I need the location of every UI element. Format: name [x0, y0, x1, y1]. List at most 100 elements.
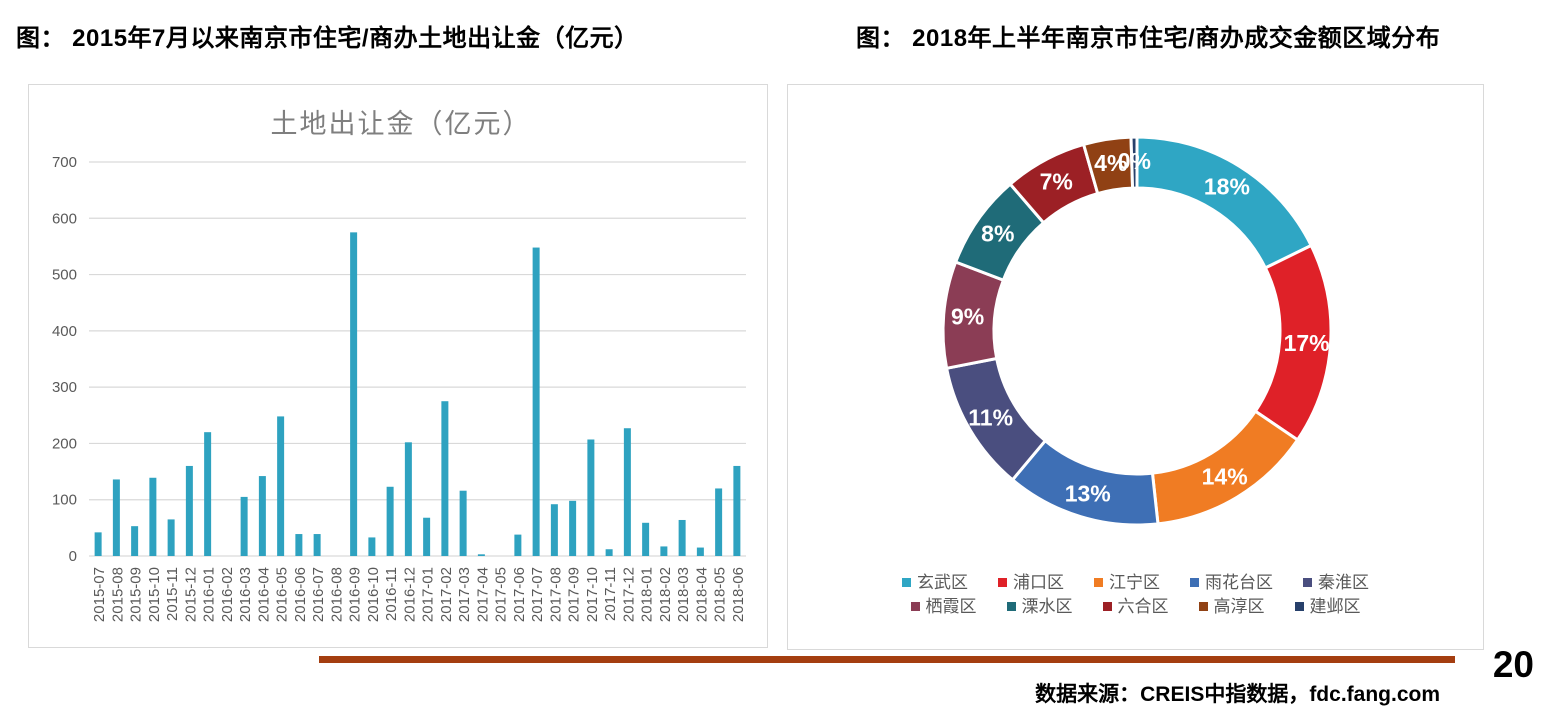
bar-2018-06 [733, 465, 741, 556]
y-tick-label: 600 [52, 210, 77, 227]
legend-swatch-玄武区 [902, 578, 911, 587]
y-tick-label: 700 [52, 154, 77, 171]
x-tick-label: 2017-11 [602, 567, 619, 621]
legend-swatch-溧水区 [1006, 602, 1016, 611]
x-tick-label: 2017-05 [493, 567, 510, 622]
legend-item-江宁区: 江宁区 [1094, 574, 1160, 591]
pie-slice-玄武区 [1135, 135, 1314, 270]
legend-item-溧水区: 溧水区 [1006, 598, 1073, 615]
y-tick-label: 300 [52, 379, 77, 396]
pie-label-高淳区: 4% [1094, 150, 1127, 176]
x-tick-label: 2017-10 [584, 567, 601, 622]
bar-2016-11 [386, 486, 394, 556]
x-tick-label: 2015-12 [182, 567, 199, 622]
legend-item-雨花台区: 雨花台区 [1190, 574, 1273, 591]
legend-label-江宁区: 江宁区 [1109, 573, 1160, 592]
bar-2015-09 [131, 526, 139, 556]
data-source-text: 数据来源：CREIS中指数据，fdc.fang.com [1035, 683, 1440, 706]
legend-label-玄武区: 玄武区 [917, 573, 968, 592]
pie-label-江宁区: 14% [1202, 464, 1248, 490]
x-tick-label: 2018-02 [657, 567, 674, 622]
x-tick-label: 2017-06 [511, 567, 528, 622]
x-tick-label: 2016-12 [401, 567, 418, 622]
bar-2015-11 [167, 519, 175, 556]
legend-label-浦口区: 浦口区 [1013, 573, 1064, 592]
x-tick-label: 2015-11 [164, 567, 181, 621]
legend-item-高淳区: 高淳区 [1198, 598, 1265, 615]
pie-label-溧水区: 8% [981, 220, 1014, 246]
bar-2017-04 [477, 554, 485, 556]
legend-swatch-栖霞区 [910, 602, 920, 611]
y-tick-label: 0 [69, 548, 77, 565]
legend-item-玄武区: 玄武区 [902, 574, 968, 591]
x-tick-label: 2015-08 [109, 567, 126, 622]
donut-legend: 玄武区 浦口区 江宁区 雨花台区 秦淮区 栖霞区 溧水区 六合区 高淳区 建邺区 [788, 574, 1483, 615]
bar-2016-09 [350, 232, 358, 556]
x-tick-label: 2018-04 [693, 567, 710, 622]
bar-2016-06 [295, 534, 303, 556]
x-tick-label: 2018-06 [730, 567, 747, 622]
legend-item-浦口区: 浦口区 [998, 574, 1064, 591]
x-tick-label: 2018-01 [639, 567, 656, 622]
legend-swatch-六合区 [1102, 602, 1112, 611]
bar-2016-04 [258, 476, 266, 556]
bar-2017-09 [569, 500, 577, 556]
bar-2017-12 [623, 428, 631, 556]
figure-title-left: 图： 2015年7月以来南京市住宅/商办土地出让金（亿元） [16, 25, 639, 52]
bar-2017-07 [532, 247, 540, 556]
bar-2015-07 [94, 532, 102, 556]
x-tick-label: 2016-08 [328, 567, 345, 622]
x-tick-label: 2016-06 [292, 567, 309, 622]
donut-chart-panel: 18% 17% 14% 13% 11% 9% 8% 7% 4% 0% 玄武区 浦口区 江宁区 雨花台区 秦… [787, 84, 1484, 650]
x-tick-label: 2018-05 [712, 567, 729, 622]
legend-row-2: 栖霞区 溧水区 六合区 高淳区 建邺区 [910, 597, 1361, 616]
legend-label-雨花台区: 雨花台区 [1205, 573, 1273, 592]
legend-swatch-建邺区 [1294, 602, 1304, 611]
bar-2018-05 [715, 488, 723, 556]
footer-rule [319, 656, 1455, 663]
bar-2015-12 [185, 465, 193, 556]
bar-2016-01 [204, 432, 212, 556]
x-tick-label: 2017-01 [420, 567, 437, 622]
pie-label-六合区: 7% [1040, 168, 1073, 194]
x-tick-label: 2015-09 [128, 567, 145, 622]
legend-label-秦淮区: 秦淮区 [1318, 573, 1369, 592]
bar-2018-04 [696, 547, 704, 556]
x-tick-label: 2016-10 [365, 567, 382, 622]
legend-label-六合区: 六合区 [1117, 597, 1169, 616]
x-tick-label: 2015-07 [91, 567, 108, 622]
legend-row-1: 玄武区 浦口区 江宁区 雨花台区 秦淮区 [902, 574, 1369, 591]
y-tick-label: 500 [52, 267, 77, 284]
bar-2016-10 [368, 537, 376, 556]
legend-swatch-江宁区 [1094, 578, 1103, 587]
bar-2016-05 [277, 416, 285, 556]
legend-item-建邺区: 建邺区 [1294, 597, 1361, 616]
bar-2017-02 [441, 401, 449, 556]
x-tick-label: 2015-10 [146, 567, 163, 622]
y-tick-label: 100 [52, 492, 77, 509]
x-tick-label: 2017-03 [456, 567, 473, 622]
x-tick-label: 2017-02 [438, 567, 455, 622]
x-tick-label: 2017-12 [620, 567, 637, 622]
legend-item-六合区: 六合区 [1102, 597, 1169, 616]
bar-2018-02 [660, 546, 668, 556]
y-tick-label: 400 [52, 323, 77, 340]
bar-chart-title: 土地出让金（亿元） [271, 109, 532, 139]
x-tick-label: 2016-07 [310, 567, 327, 622]
bar-2017-11 [605, 549, 613, 556]
legend-label-建邺区: 建邺区 [1309, 597, 1361, 616]
x-tick-label: 2017-04 [474, 567, 491, 622]
figure-title-right: 图： 2018年上半年南京市住宅/商办成交金额区域分布 [856, 25, 1441, 52]
x-tick-label: 2016-03 [237, 567, 254, 622]
x-tick-label: 2016-05 [274, 567, 291, 622]
donut-chart: 18% 17% 14% 13% 11% 9% 8% 7% 4%0% [941, 135, 1333, 527]
pie-slice-建邺区 [1129, 135, 1139, 190]
x-tick-label: 2017-09 [566, 567, 583, 622]
legend-swatch-雨花台区 [1190, 578, 1199, 587]
y-tick-label: 200 [52, 435, 77, 452]
x-tick-label: 2016-01 [201, 567, 218, 622]
bar-2017-08 [550, 504, 558, 556]
pie-label-秦淮区: 11% [968, 405, 1013, 431]
